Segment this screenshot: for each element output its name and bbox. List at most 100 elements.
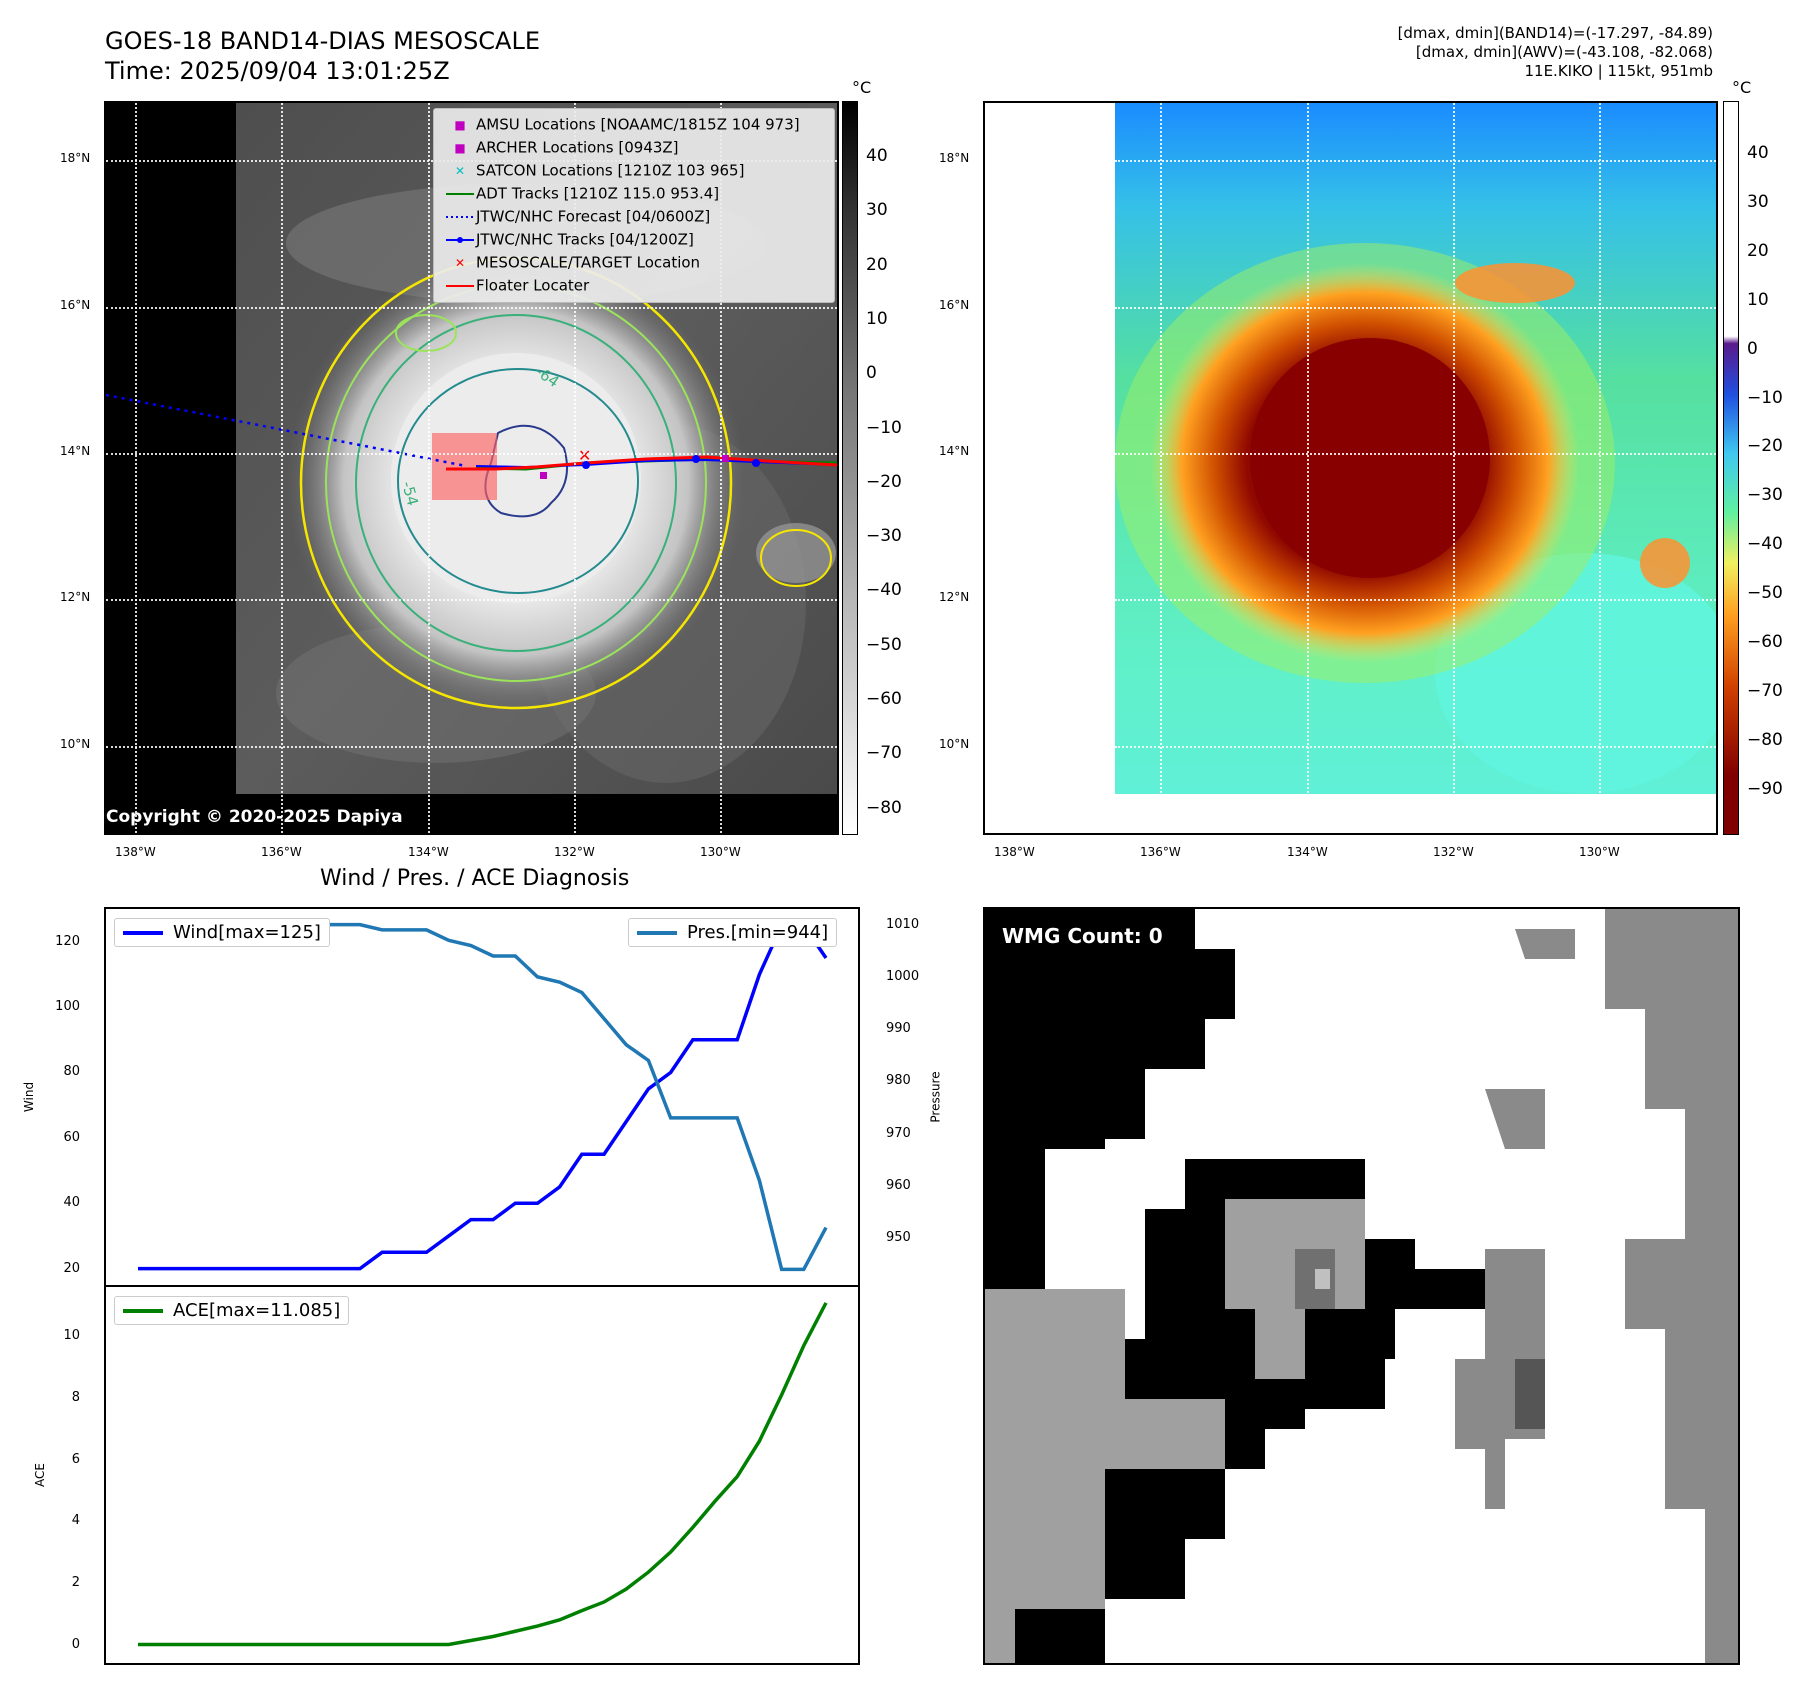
legend-entry: ADT Tracks [1210Z 115.0 953.4] — [444, 184, 719, 204]
grid-lat — [106, 307, 837, 309]
ace-ytick: 2 — [71, 1574, 80, 1590]
title-line2: Time: 2025/09/04 13:01:25Z — [105, 57, 450, 85]
grid-lon — [720, 103, 722, 833]
lon-tick-label: 136°W — [1140, 845, 1181, 859]
lon-tick-label: 130°W — [1579, 845, 1620, 859]
legend-symbol — [444, 277, 476, 295]
legend-label: AMSU Locations [NOAAMC/1815Z 104 973] — [476, 115, 800, 134]
grid-lat — [1115, 746, 1716, 748]
awv-colorbar-tick: −30 — [1747, 485, 1783, 506]
grid-lat — [1115, 307, 1716, 309]
wind-ytick: 40 — [63, 1195, 80, 1211]
awv-colorbar-tick: −90 — [1747, 778, 1783, 799]
legend-label: JTWC/NHC Forecast [04/0600Z] — [476, 207, 711, 226]
lat-tick-label: 14°N — [939, 444, 970, 458]
lon-tick-label: 136°W — [261, 845, 302, 859]
ir-colorbar-tick: −70 — [866, 743, 902, 764]
lon-tick-label: 134°W — [1287, 845, 1328, 859]
awv-colorbar-tick: −60 — [1747, 632, 1783, 652]
awv-image — [1115, 103, 1716, 794]
grid-lon — [1599, 103, 1601, 833]
awv-colorbar — [1723, 101, 1739, 835]
legend-symbol — [444, 185, 476, 203]
wind-pressure-chart — [104, 907, 860, 1287]
lat-tick-label: 12°N — [60, 590, 91, 604]
wind-legend-swatch — [123, 931, 163, 935]
wmg-panel — [983, 907, 1740, 1665]
wmg-count-badge: WMG Count: 0 — [992, 920, 1173, 952]
ir-colorbar-tick: −40 — [866, 580, 902, 601]
legend-entry: ✕ SATCON Locations [1210Z 103 965] — [444, 161, 744, 181]
ace-axis-label: ACE — [32, 1463, 47, 1487]
diagnosis-chart-title: Wind / Pres. / ACE Diagnosis — [320, 866, 630, 891]
lon-tick-label: 134°W — [408, 845, 449, 859]
awv-colorbar-tick: 30 — [1747, 191, 1769, 212]
ace-ytick: 6 — [71, 1451, 80, 1467]
wind-legend: Wind[max=125] — [114, 918, 330, 947]
legend-entry: ■ ARCHER Locations [0943Z] — [444, 138, 678, 158]
ir-colorbar-tick: −20 — [866, 471, 902, 492]
ir-colorbar-tick: 10 — [866, 308, 888, 329]
awv-colorbar-tick: 0 — [1747, 338, 1758, 359]
lon-tick-label: 138°W — [115, 845, 156, 859]
legend-symbol: ✕ — [454, 163, 466, 178]
ir-colorbar-tick: 40 — [866, 146, 888, 166]
lat-tick-label: 16°N — [60, 298, 91, 312]
ace-ytick: 4 — [71, 1513, 80, 1529]
grid-lon — [1453, 103, 1455, 833]
grid-lon — [281, 103, 283, 833]
wind-axis-label: Wind — [22, 1081, 37, 1113]
lat-tick-label: 10°N — [939, 737, 970, 751]
wind-pressure-plot — [138, 922, 828, 1272]
ir-satellite-panel: ✕ -64 -54 ■ AMSU Locations [NOAAMC/1815Z … — [104, 101, 839, 835]
legend-symbol — [444, 231, 476, 249]
awv-colorbar-unit: °C — [1732, 78, 1752, 97]
stats-awv: [dmax, dmin](AWV)=(-43.108, -82.068) — [1415, 43, 1713, 61]
stats-block: [dmax, dmin](BAND14)=(-17.297, -84.89) [… — [1398, 24, 1713, 81]
lat-tick-label: 18°N — [60, 151, 91, 165]
pressure-series-line — [138, 922, 828, 1272]
pressure-ytick: 970 — [886, 1125, 911, 1141]
pressure-legend-swatch — [637, 931, 677, 935]
awv-panel — [983, 101, 1718, 835]
grid-lon — [1160, 103, 1162, 833]
ir-colorbar-tick: 30 — [866, 200, 888, 221]
grid-lon — [135, 103, 137, 833]
ace-legend-label: ACE[max=11.085] — [173, 1300, 341, 1321]
stats-band14: [dmax, dmin](BAND14)=(-17.297, -84.89) — [1397, 24, 1713, 42]
grid-lat — [106, 599, 837, 601]
ace-ytick: 8 — [71, 1389, 80, 1405]
awv-colorbar-tick: 10 — [1747, 289, 1769, 310]
grid-lat — [1115, 599, 1716, 601]
pressure-ytick: 980 — [886, 1073, 911, 1089]
wind-series-line — [138, 923, 828, 1271]
lat-tick-label: 12°N — [939, 590, 970, 604]
ace-legend: ACE[max=11.085] — [114, 1296, 350, 1325]
awv-colorbar-tick: −70 — [1747, 680, 1783, 701]
wind-ytick: 80 — [63, 1064, 80, 1080]
lon-tick-label: 138°W — [994, 845, 1035, 859]
legend-label: MESOSCALE/TARGET Location — [476, 253, 701, 272]
ir-colorbar-tick: 0 — [866, 363, 877, 384]
pressure-ytick: 1000 — [886, 968, 920, 984]
legend-symbol — [444, 208, 476, 226]
grid-lat — [1115, 160, 1716, 162]
ace-chart — [104, 1285, 860, 1665]
ace-plot — [138, 1302, 828, 1647]
awv-colorbar-tick: −80 — [1747, 729, 1783, 750]
lon-tick-label: 132°W — [1433, 845, 1474, 859]
ace-legend-swatch — [123, 1309, 163, 1313]
lat-tick-label: 14°N — [60, 444, 91, 458]
wind-ytick: 100 — [55, 999, 80, 1015]
legend-label: SATCON Locations [1210Z 103 965] — [476, 161, 745, 180]
legend-entry: Floater Locater — [444, 276, 589, 296]
pressure-ytick: 950 — [886, 1230, 911, 1245]
lat-tick-label: 10°N — [60, 737, 91, 751]
copyright-text: Copyright © 2020-2025 Dapiya — [106, 807, 403, 827]
grid-lon — [1307, 103, 1309, 833]
awv-colorbar-tick: 40 — [1747, 143, 1769, 163]
lat-tick-label: 16°N — [939, 298, 970, 312]
grid-lat — [106, 453, 837, 455]
wind-ytick: 60 — [63, 1129, 80, 1145]
legend-label: ADT Tracks [1210Z 115.0 953.4] — [476, 184, 720, 203]
